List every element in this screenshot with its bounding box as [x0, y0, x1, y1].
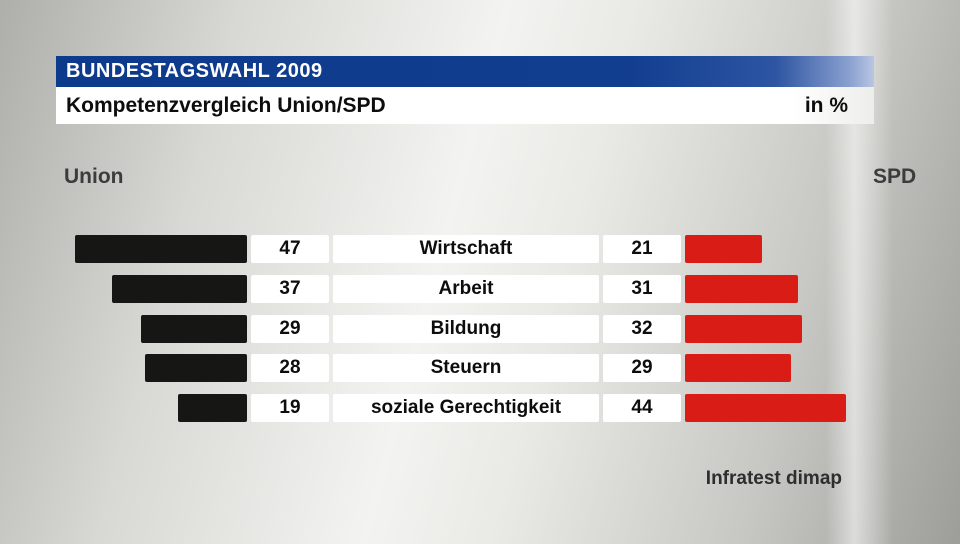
union-value: 29: [251, 315, 329, 343]
spd-bar: [685, 394, 846, 422]
unit-label: in %: [804, 94, 848, 117]
subtitle-band: Kompetenzvergleich Union/SPD in %: [56, 87, 874, 124]
category-label: Arbeit: [333, 275, 599, 303]
chart-row: 37 Arbeit 31: [0, 275, 960, 303]
chart-subtitle: Kompetenzvergleich Union/SPD: [66, 94, 386, 117]
union-value: 19: [251, 394, 329, 422]
spd-value: 29: [603, 354, 681, 382]
category-label: Steuern: [333, 354, 599, 382]
category-label: Wirtschaft: [333, 235, 599, 263]
spd-bar: [685, 354, 791, 382]
chart-row: 19 soziale Gerechtigkeit 44: [0, 394, 960, 422]
spd-bar: [685, 275, 799, 303]
spd-value: 44: [603, 394, 681, 422]
chart-row: 47 Wirtschaft 21: [0, 235, 960, 263]
page-title: BUNDESTAGSWAHL 2009: [66, 60, 323, 82]
spd-value: 32: [603, 315, 681, 343]
union-bar: [144, 354, 247, 382]
union-bar: [141, 315, 247, 343]
spd-bar: [685, 235, 762, 263]
chart-row: 28 Steuern 29: [0, 354, 960, 382]
title-band: BUNDESTAGSWAHL 2009: [56, 56, 874, 87]
union-value: 47: [251, 235, 329, 263]
union-value: 37: [251, 275, 329, 303]
spd-bar: [685, 315, 802, 343]
category-label: soziale Gerechtigkeit: [333, 394, 599, 422]
chart-row: 29 Bildung 32: [0, 315, 960, 343]
legend-spd: SPD: [873, 165, 917, 188]
legend-union: Union: [64, 165, 124, 188]
source-credit: Infratest dimap: [705, 468, 842, 489]
union-bar: [111, 275, 247, 303]
union-bar: [75, 235, 247, 263]
union-value: 28: [251, 354, 329, 382]
union-bar: [177, 394, 247, 422]
spd-value: 31: [603, 275, 681, 303]
spd-value: 21: [603, 235, 681, 263]
category-label: Bildung: [333, 315, 599, 343]
